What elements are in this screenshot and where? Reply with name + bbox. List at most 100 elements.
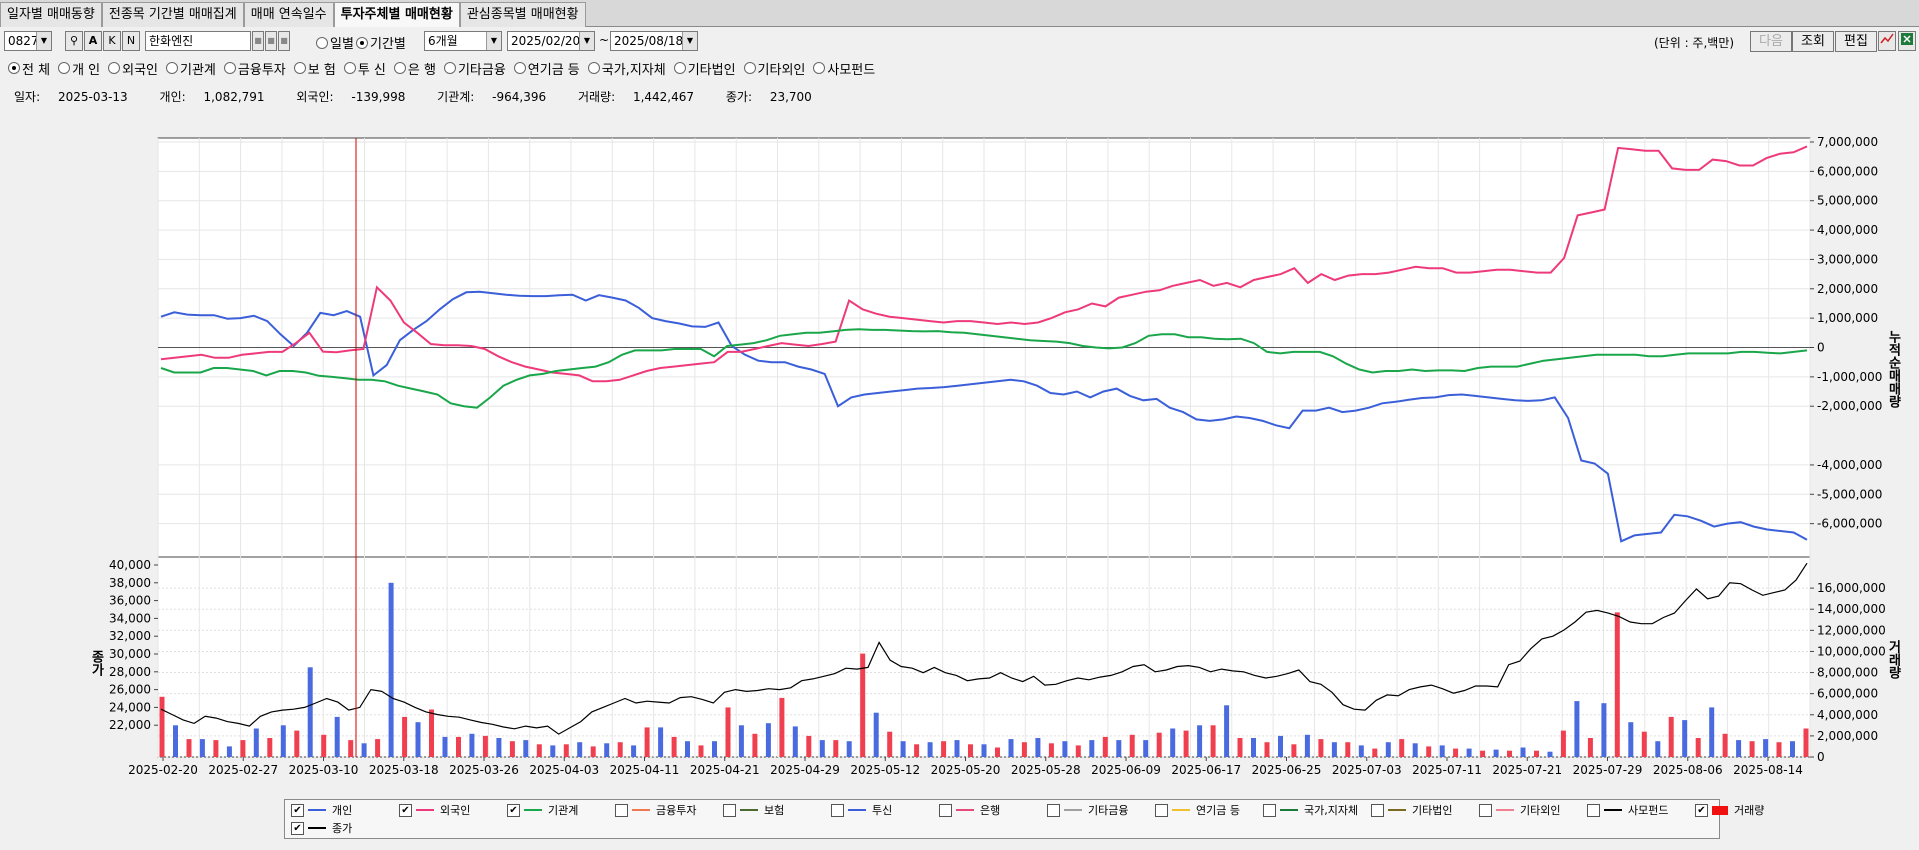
legend-item[interactable]: 은행: [939, 801, 1000, 819]
tab-period-summary[interactable]: 전종목 기간별 매매집계: [101, 2, 244, 27]
tool-icon-1[interactable]: ■: [252, 31, 264, 51]
volume-bar: [792, 726, 798, 757]
stock-name-field[interactable]: 한화엔진: [145, 31, 251, 51]
y-tick-label: 2,000,000: [1817, 282, 1878, 296]
query-button[interactable]: 조회: [1792, 31, 1834, 52]
legend-item[interactable]: 기타법인: [1371, 801, 1452, 819]
radio-investor-insurance[interactable]: 보 험: [293, 59, 336, 78]
tool-icon-2[interactable]: ■: [265, 31, 277, 51]
radio-investor-indiv[interactable]: 개 인: [58, 59, 100, 78]
radio-investor-pension[interactable]: 연기금 등: [513, 59, 580, 78]
legend-item[interactable]: 국가,지자체: [1263, 801, 1358, 819]
period-select[interactable]: 6개월 ▼: [424, 31, 502, 51]
legend-checkbox[interactable]: [1263, 803, 1276, 817]
filter-k-button[interactable]: K: [103, 31, 121, 51]
x-tick-label: 2025-06-17: [1171, 763, 1241, 777]
volume-bar: [671, 736, 677, 757]
legend-checkbox[interactable]: [615, 803, 628, 817]
tab-watchlist-trading[interactable]: 관심종목별 매매현황: [459, 2, 586, 27]
legend-swatch: [1712, 805, 1728, 815]
stock-code-combo[interactable]: 082740 ▼: [4, 31, 52, 51]
price-tick-label: 22,000: [109, 718, 151, 732]
radio-circle-icon: [743, 62, 756, 74]
radio-investor-otherforeign[interactable]: 기타외인: [743, 59, 805, 78]
price-tick-label: 28,000: [109, 665, 151, 679]
tab-consecutive-days[interactable]: 매매 연속일수: [243, 2, 334, 27]
legend-item[interactable]: 금융투자: [615, 801, 696, 819]
legend-item[interactable]: ✔ 종가: [291, 819, 352, 837]
radio-investor-otherfin[interactable]: 기타금융: [443, 59, 506, 78]
legend-checkbox[interactable]: ✔: [399, 803, 412, 817]
tool-icon-3[interactable]: ■: [278, 31, 290, 51]
volume-bar: [1385, 742, 1391, 757]
legend-item[interactable]: 보험: [723, 801, 784, 819]
legend-item[interactable]: ✔ 개인: [291, 801, 352, 819]
radio-circle-icon: [343, 62, 356, 74]
excel-icon[interactable]: [1898, 31, 1916, 51]
volume-bar: [1237, 738, 1243, 757]
tab-investor-trading[interactable]: 투자주체별 매매현황: [333, 2, 460, 27]
radio-daily[interactable]: 일별: [316, 33, 354, 52]
legend-checkbox[interactable]: ✔: [1695, 803, 1708, 817]
radio-investor-pef[interactable]: 사모펀드: [813, 59, 875, 78]
search-icon[interactable]: ⚲: [65, 31, 83, 51]
legend-checkbox[interactable]: [939, 803, 952, 817]
radio-circle-icon: [393, 62, 406, 74]
volume-bar: [1183, 730, 1189, 757]
legend-item[interactable]: ✔ 기관계: [507, 801, 578, 819]
y-tick-label: 5,000,000: [1817, 194, 1878, 208]
legend-checkbox[interactable]: [1371, 803, 1384, 817]
legend-checkbox[interactable]: [831, 803, 844, 817]
legend-checkbox[interactable]: [1587, 803, 1600, 817]
volume-bar: [1534, 750, 1539, 757]
legend-checkbox[interactable]: ✔: [507, 803, 520, 817]
legend-item[interactable]: ✔ 외국인: [399, 801, 470, 819]
radio-investor-trust[interactable]: 투 신: [343, 59, 386, 78]
radio-period[interactable]: 기간별: [356, 33, 406, 52]
legend-checkbox[interactable]: ✔: [291, 821, 304, 835]
legend-checkbox[interactable]: [1479, 803, 1492, 817]
radio-investor-othercorp[interactable]: 기타법인: [673, 59, 736, 78]
date-from-field[interactable]: 2025/02/20 ▼: [507, 31, 595, 51]
legend-swatch: [1604, 809, 1622, 811]
x-tick-label: 2025-08-06: [1653, 763, 1723, 777]
legend-checkbox[interactable]: [1047, 803, 1060, 817]
edit-button[interactable]: 편집: [1835, 31, 1877, 52]
next-button[interactable]: 다음: [1750, 31, 1792, 52]
legend-item[interactable]: 투신: [831, 801, 892, 819]
legend-item[interactable]: 기타금융: [1047, 801, 1128, 819]
volume-bar: [1574, 701, 1580, 757]
chart-icon[interactable]: [1878, 31, 1896, 51]
tab-daily-trading[interactable]: 일자별 매매동향: [0, 2, 102, 27]
radio-investor-foreign[interactable]: 외국인: [108, 59, 158, 78]
legend-checkbox[interactable]: ✔: [291, 803, 304, 817]
volume-bar: [429, 709, 434, 757]
legend-label: 투신: [872, 804, 893, 817]
radio-investor-inst[interactable]: 기관계: [166, 59, 216, 78]
x-tick-label: 2025-03-10: [289, 763, 359, 777]
volume-bar: [1035, 738, 1041, 757]
radio-investor-gov[interactable]: 국가,지자체: [587, 59, 666, 78]
legend-item[interactable]: 사모펀드: [1587, 801, 1668, 819]
filter-n-button[interactable]: N: [122, 31, 140, 51]
investor-chart[interactable]: 7,000,000 6,000,000 5,000,000 4,000,000 3,00…: [0, 0, 1919, 800]
volume-bar: [226, 746, 232, 757]
volume-bar: [1439, 745, 1445, 757]
legend-item[interactable]: 기타외인: [1479, 801, 1560, 819]
toolbar: 082740 ▼ ⚲ A K N 한화엔진 ■ ■ ■ 일별 기간별 6개월 ▼ 2…: [0, 29, 1919, 55]
filter-a-button[interactable]: A: [84, 31, 102, 51]
radio-investor-fininv[interactable]: 금융투자: [223, 59, 286, 78]
date-to-field[interactable]: 2025/08/18 ▼: [610, 31, 698, 51]
legend-checkbox[interactable]: [1155, 803, 1168, 817]
legend-checkbox[interactable]: [723, 803, 736, 817]
radio-investor-bank[interactable]: 은 행: [393, 59, 436, 78]
y-tick-label: -6,000,000: [1817, 517, 1882, 531]
legend-swatch: [308, 809, 326, 811]
info-close-label: 종가:: [725, 90, 752, 104]
radio-investor-all[interactable]: 전 체: [8, 59, 50, 78]
legend-item[interactable]: ✔ 거래량: [1695, 801, 1764, 819]
volume-bar: [577, 742, 583, 757]
x-tick-label: 2025-03-18: [369, 763, 439, 777]
legend-item[interactable]: 연기금 등: [1155, 801, 1240, 819]
volume-bar: [833, 740, 839, 757]
